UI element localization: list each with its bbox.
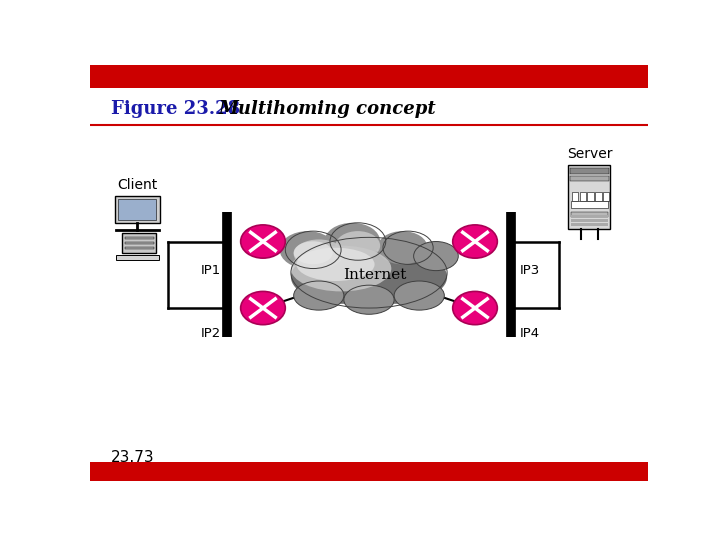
Bar [588, 192, 594, 201]
Ellipse shape [291, 246, 392, 292]
Bar [125, 241, 153, 245]
Text: IP2: IP2 [201, 327, 221, 340]
Bar [90, 462, 648, 481]
Text: Internet: Internet [343, 268, 406, 282]
Bar [571, 201, 608, 208]
Bar [571, 223, 608, 226]
Text: IP4: IP4 [520, 327, 540, 340]
Circle shape [240, 292, 285, 325]
Ellipse shape [280, 231, 336, 268]
Bar [603, 192, 609, 201]
Ellipse shape [294, 241, 333, 264]
Ellipse shape [377, 231, 428, 265]
Ellipse shape [344, 285, 394, 314]
Bar [572, 192, 578, 201]
Ellipse shape [291, 250, 402, 304]
Text: Multihoming concept: Multihoming concept [218, 100, 436, 118]
Circle shape [453, 292, 498, 325]
Text: 23.73: 23.73 [111, 450, 155, 465]
Bar [122, 233, 156, 253]
Ellipse shape [394, 281, 444, 310]
Bar [116, 255, 159, 260]
Ellipse shape [294, 239, 344, 268]
Circle shape [240, 225, 285, 258]
Circle shape [453, 225, 498, 258]
Ellipse shape [413, 241, 458, 271]
Ellipse shape [336, 231, 380, 260]
Bar [571, 212, 608, 218]
Bar [571, 219, 608, 221]
Bar [119, 199, 156, 220]
Bar [90, 65, 648, 87]
Text: IP1: IP1 [201, 265, 221, 278]
Text: Server: Server [567, 147, 612, 161]
Ellipse shape [294, 281, 344, 310]
Ellipse shape [297, 248, 374, 281]
Text: Figure 23.28: Figure 23.28 [111, 100, 240, 118]
Bar [114, 196, 161, 223]
Bar [569, 165, 611, 229]
Bar [125, 246, 153, 249]
Ellipse shape [324, 223, 380, 260]
Text: IP3: IP3 [520, 265, 540, 278]
Bar [125, 237, 153, 239]
Bar [571, 215, 608, 218]
Text: Client: Client [117, 178, 158, 192]
Bar [570, 176, 608, 181]
Ellipse shape [336, 250, 447, 304]
Bar [570, 167, 608, 174]
Bar [595, 192, 601, 201]
Bar [580, 192, 586, 201]
